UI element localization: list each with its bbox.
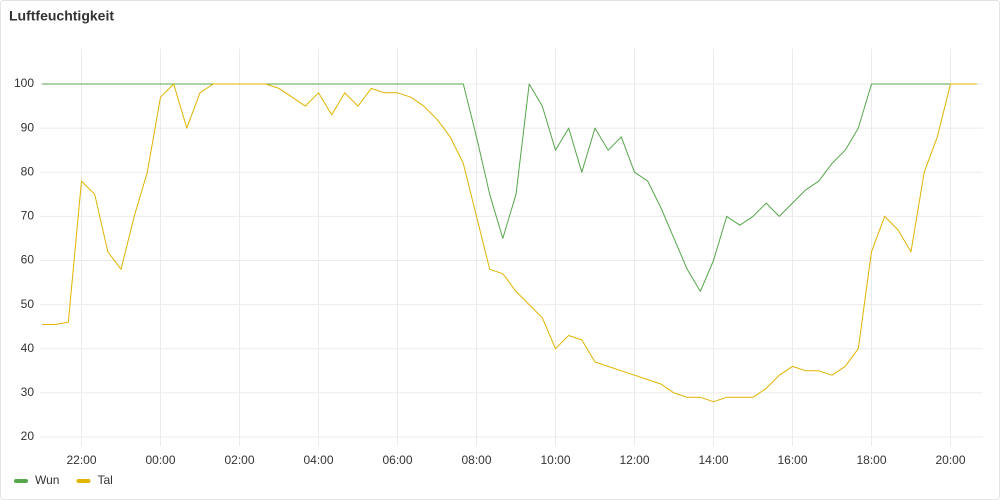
y-tick-label: 100 bbox=[14, 76, 34, 90]
legend-label: Wun bbox=[35, 473, 59, 487]
y-tick-label: 70 bbox=[21, 209, 35, 223]
x-tick-label: 16:00 bbox=[777, 453, 807, 467]
y-tick-label: 80 bbox=[21, 164, 35, 178]
x-tick-label: 20:00 bbox=[935, 453, 965, 467]
x-tick-label: 06:00 bbox=[382, 453, 412, 467]
x-tick-label: 04:00 bbox=[303, 453, 333, 467]
x-tick-label: 22:00 bbox=[66, 453, 96, 467]
line-series bbox=[42, 83, 977, 403]
legend-label: Tal bbox=[97, 473, 112, 487]
x-tick-label: 18:00 bbox=[856, 453, 886, 467]
y-tick-label: 90 bbox=[21, 120, 35, 134]
y-tick-label: 30 bbox=[21, 385, 35, 399]
panel-title: Luftfeuchtigkeit bbox=[9, 8, 114, 24]
y-tick-label: 20 bbox=[21, 429, 35, 443]
y-tick-label: 50 bbox=[21, 297, 35, 311]
x-tick-label: 02:00 bbox=[224, 453, 254, 467]
x-tick-label: 00:00 bbox=[145, 453, 175, 467]
legend-swatch bbox=[76, 479, 91, 483]
line-series bbox=[42, 83, 977, 292]
y-tick-label: 40 bbox=[21, 341, 35, 355]
x-tick-label: 14:00 bbox=[698, 453, 728, 467]
legend-swatch bbox=[14, 479, 28, 483]
y-tick-label: 60 bbox=[21, 253, 35, 267]
x-tick-label: 08:00 bbox=[461, 453, 491, 467]
x-tick-label: 12:00 bbox=[619, 453, 649, 467]
x-tick-label: 10:00 bbox=[540, 453, 570, 467]
